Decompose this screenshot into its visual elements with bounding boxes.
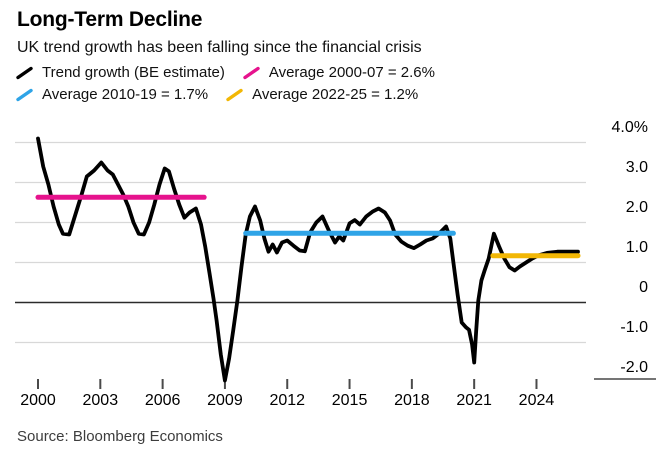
page-title: Long-Term Decline — [17, 8, 203, 31]
legend-label: Average 2022-25 = 1.2% — [252, 86, 419, 103]
legend-row-2: Average 2010-19 = 1.7% Average 2022-25 =… — [16, 86, 435, 103]
average-2010-19-marker-icon — [16, 88, 33, 101]
y-axis-label: -1.0 — [620, 318, 648, 336]
legend-item-average-2000-07: Average 2000-07 = 2.6% — [243, 64, 435, 81]
x-axis-label: 2003 — [82, 392, 119, 409]
average-2022-25-marker-icon — [226, 88, 243, 101]
trend-line-path — [36, 136, 580, 383]
x-axis-label: 2000 — [20, 392, 56, 409]
legend-item-average-2010-19: Average 2010-19 = 1.7% — [16, 86, 208, 103]
x-axis-label: 2009 — [207, 392, 243, 409]
legend-label: Average 2010-19 = 1.7% — [42, 86, 209, 103]
x-axis-label: 2015 — [331, 392, 368, 409]
x-axis-label: 2006 — [144, 392, 181, 409]
legend-label: Trend growth (BE estimate) — [42, 64, 225, 81]
legend-label: Average 2000-07 = 2.6% — [268, 64, 435, 81]
legend: Trend growth (BE estimate) Average 2000-… — [16, 64, 435, 103]
y-axis-label: 1.0 — [625, 238, 648, 256]
source-note: Source: Bloomberg Economics — [17, 428, 223, 445]
y-axis-label: -2.0 — [620, 358, 648, 376]
y-axis-label: 0 — [639, 278, 648, 296]
trend-line-marker-icon — [16, 66, 33, 79]
x-axis-label: 2024 — [518, 392, 555, 409]
average-2000-07-marker-icon — [243, 66, 260, 79]
legend-item-average-2022-25: Average 2022-25 = 1.2% — [226, 86, 418, 103]
y-axis-label: 4.0% — [611, 118, 648, 136]
x-axis-label: 2018 — [394, 392, 430, 409]
x-axis-label: 2021 — [456, 392, 492, 409]
y-axis-label: 3.0 — [625, 158, 648, 176]
x-axis-label: 2012 — [269, 392, 306, 409]
chart-subtitle: UK trend growth has been falling since t… — [17, 39, 422, 56]
legend-row-1: Trend growth (BE estimate) Average 2000-… — [16, 64, 435, 81]
y-axis-label: 2.0 — [625, 198, 648, 216]
legend-item-trend-growth: Trend growth (BE estimate) — [16, 64, 225, 81]
